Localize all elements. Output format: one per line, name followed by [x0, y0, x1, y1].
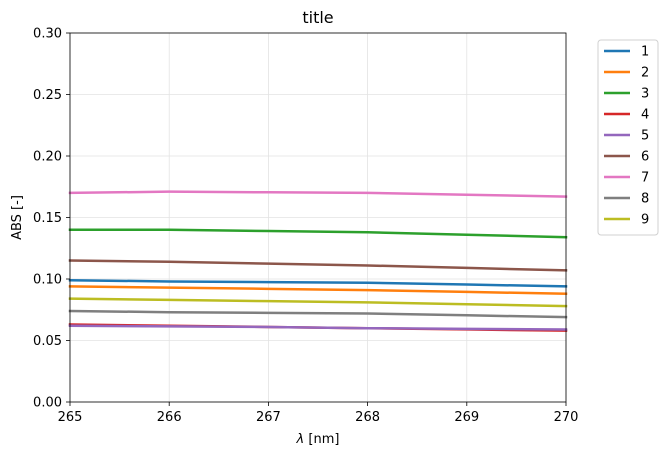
y-tick-label: 0.30	[33, 27, 62, 42]
y-tick-label: 0.25	[33, 88, 62, 103]
series-line-9	[68, 297, 568, 308]
series-line-6	[68, 259, 568, 272]
legend-label-8: 8	[641, 192, 649, 207]
x-axis-label-symbol: λ	[296, 432, 305, 447]
x-tick-label: 266	[157, 410, 182, 425]
series-line-3	[68, 228, 568, 239]
legend-label-6: 6	[641, 150, 649, 165]
y-axis-label: ABS [-]	[10, 195, 25, 240]
x-axis-label: λ [nm]	[296, 432, 340, 447]
chart-title: title	[302, 8, 333, 27]
x-tick-label: 270	[554, 410, 579, 425]
x-tick-label: 267	[256, 410, 281, 425]
legend: 1 2 3 4 5 6 7 8 9	[597, 39, 659, 236]
series-line-5	[68, 324, 568, 331]
series-line-2	[68, 285, 568, 296]
axis-ticks: 265 266 267 268 269 270 0.00 0.05 0.10 0.15 0.20 0.…	[33, 27, 578, 426]
series-line-1	[68, 278, 568, 288]
x-axis-label-unit: [nm]	[304, 432, 339, 447]
legend-label-4: 4	[641, 108, 649, 123]
x-tick-label: 268	[355, 410, 380, 425]
series-line-8	[68, 309, 568, 319]
legend-label-2: 2	[641, 66, 649, 81]
y-tick-label: 0.00	[33, 396, 62, 411]
y-tick-label: 0.10	[33, 273, 62, 288]
x-tick-label: 265	[58, 410, 83, 425]
legend-label-9: 9	[641, 213, 649, 228]
y-tick-label: 0.20	[33, 150, 62, 165]
y-tick-label: 0.05	[33, 334, 62, 349]
legend-label-1: 1	[641, 45, 649, 60]
legend-label-7: 7	[641, 171, 649, 186]
x-tick-label: 269	[454, 410, 479, 425]
legend-label-5: 5	[641, 129, 649, 144]
y-tick-label: 0.15	[33, 211, 62, 226]
legend-label-3: 3	[641, 87, 649, 102]
grid	[69, 32, 567, 403]
series-lines	[68, 190, 568, 332]
legend-frame	[597, 39, 659, 236]
series-line-7	[68, 190, 568, 198]
